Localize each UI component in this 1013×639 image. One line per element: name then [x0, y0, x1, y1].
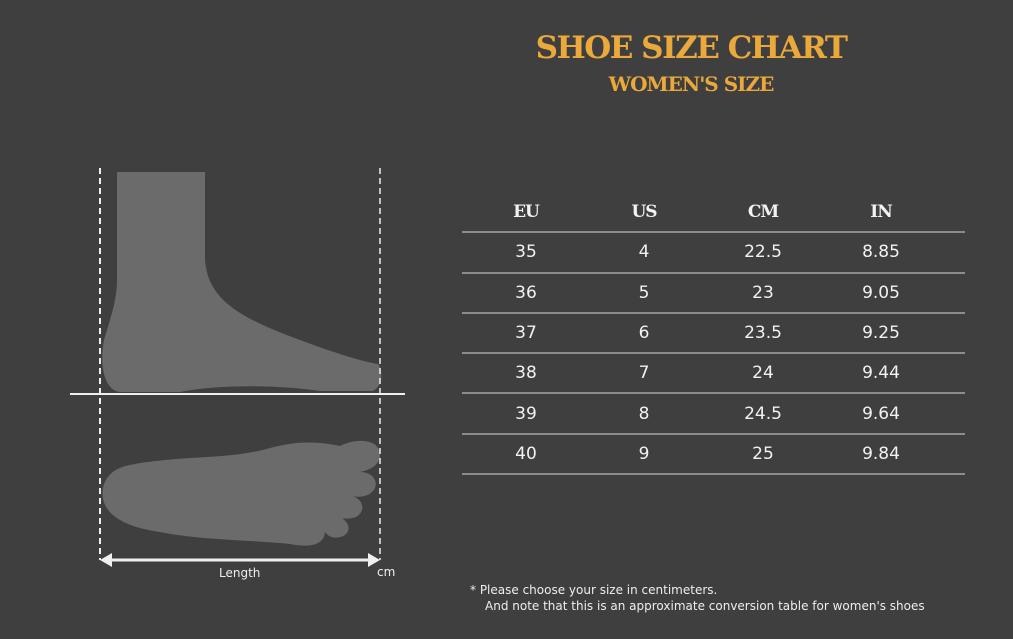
footnote: * Please choose your size in centimeters…	[470, 582, 925, 614]
table-cell: 9.84	[862, 443, 900, 464]
length-label: Length	[219, 566, 261, 580]
side-foot-illustration	[102, 172, 382, 392]
table-cell: 40	[515, 443, 537, 464]
table-cell: 5	[638, 282, 650, 303]
table-cell: 37	[515, 323, 537, 344]
table-cell: 9.44	[862, 363, 900, 384]
table-header: EU US CM IN	[462, 193, 965, 234]
unit-label: cm	[377, 565, 396, 579]
table-cell: 9.25	[862, 323, 900, 344]
table-cell: 4	[638, 242, 650, 263]
table-cell: 23	[752, 282, 774, 303]
table-row: 40 9 25 9.84	[462, 435, 965, 476]
table-cell: 7	[638, 363, 650, 384]
table-cell: 36	[515, 282, 537, 303]
table-cell: 8	[638, 403, 650, 424]
table-cell: 24.5	[744, 403, 782, 424]
arrow-left-icon	[100, 553, 112, 567]
footnote-line-2: And note that this is an approximate con…	[485, 599, 925, 613]
table-row: 37 6 23.5 9.25	[462, 314, 965, 355]
table-cell: 9.05	[862, 282, 900, 303]
footnote-line-1: * Please choose your size in centimeters…	[470, 583, 718, 597]
column-header-in: IN	[870, 202, 892, 223]
table-row: 38 7 24 9.44	[462, 354, 965, 395]
table-cell: 38	[515, 363, 537, 384]
table-cell: 24	[752, 363, 774, 384]
column-header-eu: EU	[513, 202, 540, 223]
table-cell: 25	[752, 443, 774, 464]
table-cell: 35	[515, 242, 537, 263]
column-header-cm: CM	[747, 202, 779, 223]
table-cell: 8.85	[862, 242, 900, 263]
page-title: SHOE SIZE CHART	[535, 30, 848, 66]
sole-foot-illustration	[102, 440, 381, 546]
table-cell: 9.64	[862, 403, 900, 424]
size-table: EU US CM IN 35 4 22.5 8.85 36 5 23 9.05 37 6 23.5 9…	[462, 193, 965, 476]
table-cell: 23.5	[744, 323, 782, 344]
table-cell: 39	[515, 403, 537, 424]
table-row: 35 4 22.5 8.85	[462, 233, 965, 274]
table-row: 36 5 23 9.05	[462, 274, 965, 314]
column-header-us: US	[631, 202, 657, 223]
table-row: 39 8 24.5 9.64	[462, 394, 965, 435]
table-cell: 6	[638, 323, 650, 344]
page-subtitle: WOMEN'S SIZE	[608, 72, 775, 96]
arrow-right-icon	[368, 553, 380, 567]
table-cell: 9	[638, 443, 650, 464]
table-cell: 22.5	[744, 242, 782, 263]
